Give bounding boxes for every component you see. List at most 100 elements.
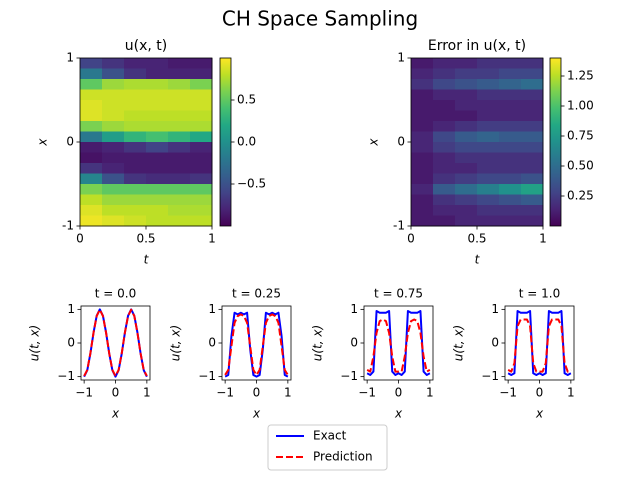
x-tick-label: 1: [284, 386, 292, 400]
heatmap-cell: [411, 163, 434, 174]
colorbar-tick-label: 0.50: [567, 159, 594, 173]
heatmap-cell: [521, 215, 544, 227]
x-tick-label: 1: [143, 386, 151, 400]
y-tick-label: 1: [67, 302, 75, 316]
series-line: [507, 318, 572, 373]
series-line: [83, 308, 148, 378]
axes-title: t = 0.0: [95, 287, 136, 301]
heatmap-cell: [102, 131, 125, 143]
heatmap-cell: [499, 58, 522, 69]
y-tick-label: 1: [66, 51, 74, 65]
heatmap-cell: [521, 173, 544, 185]
heatmap-cell: [146, 79, 169, 90]
heatmap-cell: [80, 152, 103, 164]
x-tick-label: 1: [567, 386, 575, 400]
heatmap-cell: [124, 215, 147, 227]
heatmap-cell: [433, 100, 456, 111]
x-axis-label: t: [475, 253, 481, 267]
heatmap-cell: [146, 152, 169, 164]
y-axis-label: u(t, x): [452, 325, 466, 361]
y-axis-label: u(t, x): [169, 325, 183, 361]
y-tick-label: 1: [491, 302, 499, 316]
heatmap-cell: [521, 131, 544, 143]
legend-label: Prediction: [313, 450, 373, 464]
x-tick-label: 1: [539, 232, 547, 246]
heatmap-cell: [168, 215, 191, 227]
x-tick-label: 0: [112, 386, 120, 400]
heatmap-cell: [499, 121, 522, 132]
heatmap-cell: [477, 89, 500, 101]
x-axis-label: x: [111, 407, 120, 421]
heatmap-cell: [190, 152, 213, 164]
heatmap-cell: [411, 100, 434, 111]
x-tick-label: −1: [216, 386, 234, 400]
heatmap-cell: [102, 110, 125, 122]
x-tick-label: 0: [536, 386, 544, 400]
heatmap-cell: [124, 131, 147, 143]
y-tick-label: 0: [67, 336, 75, 350]
heatmap-cell: [521, 163, 544, 174]
heatmap-cell: [433, 142, 456, 153]
heatmap-cell: [433, 131, 456, 143]
heatmap-cell: [455, 194, 478, 206]
x-tick-label: 0: [407, 232, 415, 246]
heatmap-cell: [477, 58, 500, 69]
heatmap-cell: [190, 110, 213, 122]
heatmap-cell: [124, 68, 147, 80]
heatmap-cell: [146, 184, 169, 195]
heatmap-cell: [433, 68, 456, 80]
heatmap-cell: [190, 173, 213, 185]
heatmap-cell: [499, 152, 522, 164]
heatmap-cell: [455, 121, 478, 132]
legend-label: Exact: [313, 429, 347, 443]
y-tick-label: −1: [57, 369, 75, 383]
x-tick-label: 0: [395, 386, 403, 400]
heatmap-cell: [168, 58, 191, 69]
heatmap-cell: [455, 184, 478, 195]
heatmap-cell: [146, 89, 169, 101]
heatmap-cell: [102, 152, 125, 164]
heatmap-cell: [477, 152, 500, 164]
series-line: [224, 313, 289, 376]
heatmap-cell: [411, 131, 434, 143]
heatmap-cell: [190, 184, 213, 195]
heatmap-cell: [146, 173, 169, 185]
heatmap-cell: [411, 121, 434, 132]
heatmap-cell: [168, 110, 191, 122]
heatmap-cell: [80, 131, 103, 143]
axes-title: t = 0.75: [374, 287, 423, 301]
line-panel: −1 0 1 −1 0 1 t = 0.25 x u(t, x): [169, 287, 292, 421]
heatmap-cell: [146, 68, 169, 80]
heatmap-cell: [190, 163, 213, 174]
heatmap-cell: [124, 173, 147, 185]
x-tick-label: 0: [253, 386, 261, 400]
heatmap-cell: [477, 131, 500, 143]
legend: Exact Prediction: [267, 424, 388, 471]
axes-title: t = 1.0: [519, 287, 560, 301]
y-tick-label: −1: [198, 369, 216, 383]
heatmap-cell: [499, 142, 522, 153]
heatmap-cell: [455, 68, 478, 80]
heatmap-cell: [190, 79, 213, 90]
heatmap-cell: [102, 121, 125, 132]
heatmap-cell: [102, 173, 125, 185]
heatmap-cell: [499, 163, 522, 174]
heatmap-cell: [124, 205, 147, 216]
heatmap-cell: [411, 173, 434, 185]
heatmap-cell: [102, 142, 125, 153]
heatmap-cell: [190, 100, 213, 111]
heatmap-cell: [168, 68, 191, 80]
x-tick-label: −1: [499, 386, 517, 400]
y-axis-label: x: [36, 138, 50, 147]
heatmap-cell: [190, 215, 213, 227]
heatmap-cell: [190, 58, 213, 69]
heatmap-cell: [455, 205, 478, 216]
heatmap-cell: [477, 173, 500, 185]
heatmap-cell: [80, 89, 103, 101]
heatmap-cell: [102, 79, 125, 90]
heatmap-cell: [124, 194, 147, 206]
x-tick-label: 0: [76, 232, 84, 246]
heatmap-cell: [455, 163, 478, 174]
heatmap-cell: [80, 121, 103, 132]
colorbar-tick-label: 0.75: [567, 129, 594, 143]
